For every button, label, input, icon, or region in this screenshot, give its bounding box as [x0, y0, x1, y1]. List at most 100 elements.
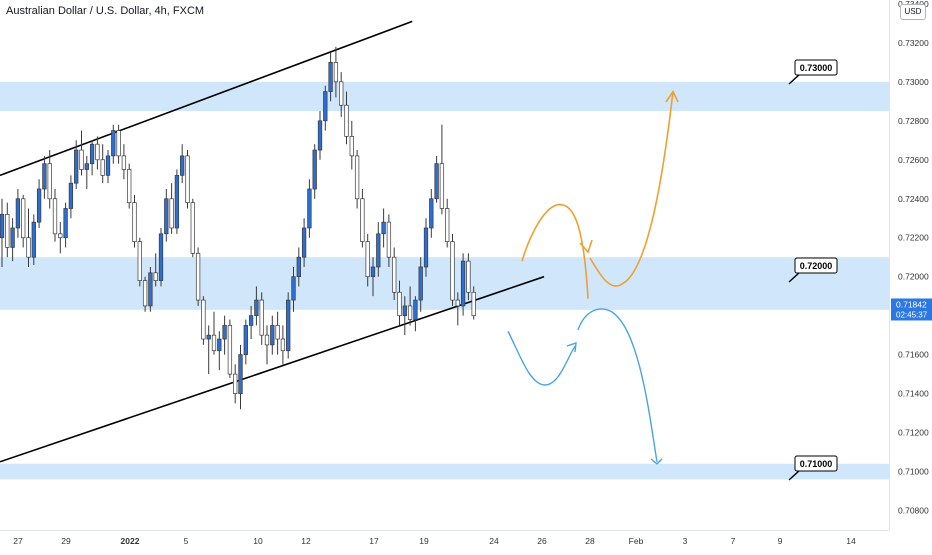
- candle: [381, 208, 386, 248]
- candle: [275, 311, 280, 355]
- candle: [339, 72, 344, 117]
- candle: [58, 222, 63, 254]
- y-tick-label: 0.71000: [898, 467, 929, 477]
- candle: [153, 253, 158, 287]
- price-level-callouts[interactable]: 0.73000 0.72000 0.71000: [788, 59, 838, 481]
- level-callout-0.73000[interactable]: 0.73000: [788, 59, 838, 85]
- projection-paths[interactable]: [507, 89, 679, 465]
- candle-body: [31, 221, 36, 258]
- candle-body: [450, 241, 455, 301]
- y-tick-label: 0.72000: [898, 272, 929, 282]
- callout-pointer: [788, 469, 801, 481]
- candle-body: [222, 325, 227, 340]
- candle: [312, 144, 317, 199]
- candle: [74, 140, 79, 190]
- channel-lower-line[interactable]: [0, 275, 545, 463]
- candle: [217, 331, 222, 371]
- level-callout-0.72000[interactable]: 0.72000: [788, 257, 838, 283]
- candle-body: [47, 163, 52, 200]
- candle-body: [407, 305, 413, 320]
- y-tick-label: 0.71200: [898, 428, 929, 438]
- candle: [31, 214, 36, 265]
- candle: [79, 130, 84, 176]
- candle-body: [137, 241, 142, 281]
- candlestick-series: [0, 46, 476, 410]
- currency-button[interactable]: USD: [900, 4, 926, 20]
- orange-arrowhead-2: [665, 89, 679, 103]
- candle-body: [286, 299, 291, 352]
- x-tick-label: 27: [13, 536, 23, 546]
- candle-body: [42, 163, 47, 190]
- trend-channel[interactable]: [0, 20, 545, 463]
- candle: [434, 155, 439, 203]
- x-tick-label: 9: [778, 536, 783, 546]
- candle-body: [21, 198, 26, 239]
- candle: [296, 247, 301, 287]
- candle-body: [360, 198, 365, 242]
- countdown-label: 02:45:37: [896, 310, 928, 319]
- candle: [52, 189, 58, 242]
- candle-body: [259, 299, 264, 336]
- price-axis[interactable]: [0, 0, 890, 531]
- candle: [460, 253, 466, 316]
- candle: [286, 292, 291, 359]
- candle: [158, 227, 164, 287]
- candle: [376, 222, 381, 277]
- candle-body: [328, 62, 333, 92]
- candle-body: [195, 252, 201, 301]
- candle-body: [344, 104, 349, 137]
- blue-path-second-leg[interactable]: [577, 308, 658, 462]
- candle-body: [317, 120, 323, 151]
- candle: [233, 364, 238, 404]
- axis-ticks: 0.734000.732000.730000.728000.726000.724…: [13, 0, 929, 546]
- candle-body: [201, 299, 206, 340]
- y-tick-label: 0.72200: [898, 233, 929, 243]
- y-tick-label: 0.73200: [898, 38, 929, 48]
- candle-body: [111, 130, 116, 157]
- orange-path-second-leg[interactable]: [589, 91, 674, 287]
- candle-body: [370, 266, 376, 278]
- candle: [84, 155, 89, 190]
- candle: [450, 233, 455, 306]
- callout-label: 0.72000: [800, 261, 833, 271]
- candle-body: [264, 334, 270, 346]
- candle: [423, 218, 429, 277]
- candle-body: [349, 136, 354, 157]
- candle: [254, 286, 259, 326]
- current-price-label: 0.71842: [896, 299, 927, 309]
- x-tick-label: 7: [731, 536, 736, 546]
- candle-body: [79, 149, 84, 170]
- candle-body: [153, 272, 158, 281]
- y-tick-label: 0.72400: [898, 194, 929, 204]
- candle: [291, 266, 296, 312]
- candle-body: [434, 163, 439, 200]
- candle: [333, 46, 339, 98]
- blue-path-first-leg[interactable]: [507, 330, 577, 386]
- candle: [42, 155, 47, 199]
- candle-body: [227, 325, 233, 375]
- candle: [201, 296, 206, 345]
- candle-body: [164, 198, 169, 235]
- candle: [169, 183, 174, 234]
- channel-upper-line[interactable]: [0, 20, 413, 177]
- candle: [137, 237, 142, 287]
- candle-body: [185, 155, 190, 203]
- candle: [455, 292, 460, 326]
- orange-arrowhead-1: [579, 239, 593, 254]
- candle: [344, 91, 349, 145]
- candle-body: [413, 299, 418, 320]
- blue-arrowhead-1: [566, 341, 577, 353]
- candle-body: [466, 260, 471, 293]
- candle: [180, 144, 185, 184]
- x-tick-label: 26: [537, 536, 547, 546]
- candle: [148, 266, 153, 312]
- candle: [116, 124, 121, 164]
- orange-path-first-leg[interactable]: [521, 203, 589, 299]
- candle-body: [36, 188, 42, 223]
- level-callout-0.71000[interactable]: 0.71000: [788, 455, 838, 481]
- candle-body: [211, 334, 217, 352]
- candle-body: [460, 260, 466, 307]
- candle: [323, 85, 328, 131]
